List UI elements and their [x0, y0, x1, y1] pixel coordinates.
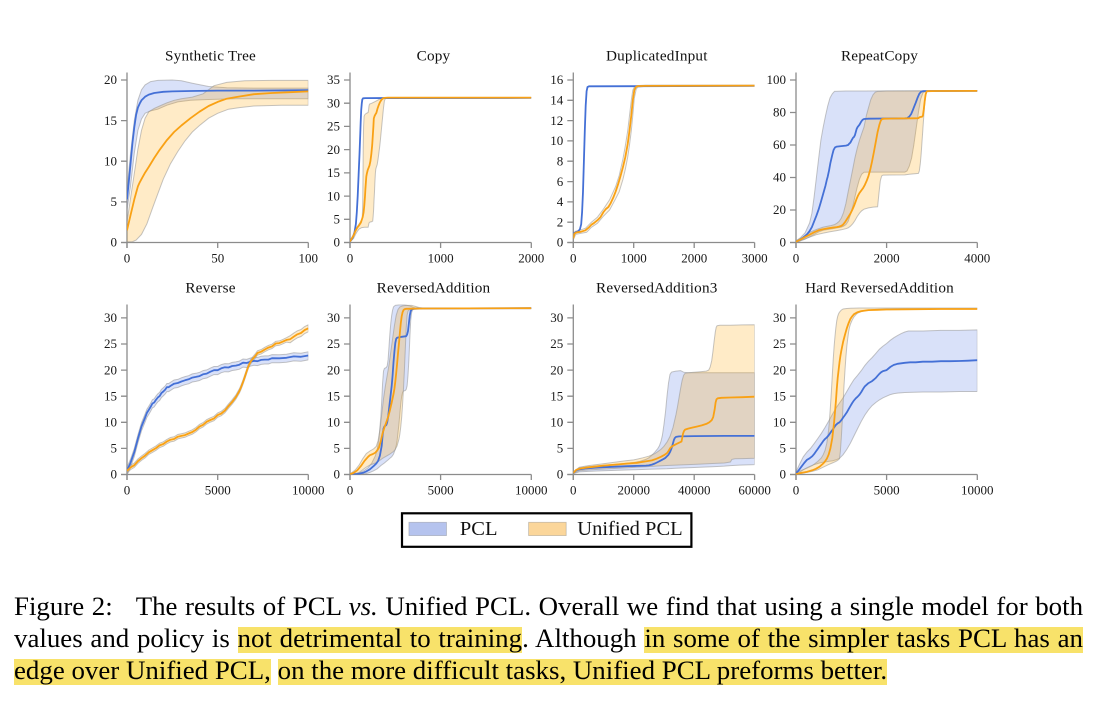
svg-text:2000: 2000 [874, 250, 900, 265]
svg-text:10: 10 [327, 415, 340, 430]
svg-text:30: 30 [550, 310, 563, 325]
svg-text:30: 30 [327, 95, 340, 110]
svg-text:0: 0 [793, 250, 800, 265]
svg-text:5: 5 [111, 441, 118, 456]
svg-text:1000: 1000 [621, 250, 647, 265]
svg-text:0: 0 [347, 250, 354, 265]
svg-text:20: 20 [773, 202, 786, 217]
svg-text:0: 0 [570, 250, 577, 265]
svg-text:5000: 5000 [428, 482, 454, 497]
svg-text:0: 0 [334, 467, 341, 482]
svg-text:10: 10 [327, 188, 340, 203]
svg-text:0: 0 [780, 467, 787, 482]
svg-text:0: 0 [570, 482, 577, 497]
svg-text:25: 25 [550, 336, 563, 351]
svg-text:Copy: Copy [417, 48, 451, 65]
svg-text:20: 20 [104, 72, 117, 87]
svg-text:12: 12 [550, 113, 563, 128]
svg-text:5000: 5000 [874, 482, 900, 497]
svg-text:100: 100 [767, 72, 787, 87]
svg-text:10000: 10000 [515, 482, 548, 497]
svg-text:0: 0 [124, 250, 131, 265]
svg-text:20: 20 [327, 362, 340, 377]
svg-text:0: 0 [557, 235, 564, 250]
svg-text:RepeatCopy: RepeatCopy [841, 48, 918, 65]
svg-text:20: 20 [104, 362, 117, 377]
svg-text:20: 20 [327, 142, 340, 157]
svg-text:40000: 40000 [678, 482, 711, 497]
svg-text:16: 16 [550, 72, 564, 87]
svg-text:15: 15 [104, 388, 117, 403]
svg-text:60000: 60000 [738, 482, 771, 497]
svg-text:0: 0 [124, 482, 131, 497]
svg-text:0: 0 [334, 235, 341, 250]
svg-text:1000: 1000 [428, 250, 454, 265]
svg-text:5: 5 [334, 212, 341, 227]
svg-text:2000: 2000 [518, 250, 544, 265]
svg-text:15: 15 [773, 388, 786, 403]
svg-text:20: 20 [550, 362, 563, 377]
svg-text:60: 60 [773, 137, 786, 152]
svg-text:Synthetic Tree: Synthetic Tree [165, 48, 256, 65]
svg-text:10000: 10000 [961, 482, 994, 497]
svg-text:10: 10 [550, 415, 563, 430]
svg-text:5: 5 [780, 441, 787, 456]
svg-text:5: 5 [557, 441, 564, 456]
svg-text:25: 25 [104, 336, 117, 351]
svg-text:0: 0 [780, 235, 787, 250]
svg-text:25: 25 [327, 119, 340, 134]
svg-text:14: 14 [550, 93, 564, 108]
svg-text:30: 30 [773, 310, 786, 325]
svg-text:3000: 3000 [742, 250, 768, 265]
svg-text:30: 30 [104, 310, 117, 325]
svg-text:15: 15 [104, 113, 117, 128]
svg-text:25: 25 [327, 336, 340, 351]
svg-text:15: 15 [327, 165, 340, 180]
svg-text:4000: 4000 [964, 250, 990, 265]
svg-text:PCL: PCL [460, 518, 498, 540]
svg-text:80: 80 [773, 105, 786, 120]
svg-text:30: 30 [327, 310, 340, 325]
svg-text:50: 50 [211, 250, 224, 265]
svg-text:10: 10 [550, 133, 563, 148]
svg-text:15: 15 [327, 388, 340, 403]
svg-text:35: 35 [327, 72, 340, 87]
svg-text:5000: 5000 [205, 482, 231, 497]
svg-text:Unified PCL: Unified PCL [577, 518, 682, 540]
svg-text:2: 2 [557, 214, 564, 229]
svg-text:0: 0 [111, 235, 118, 250]
svg-text:10000: 10000 [292, 482, 325, 497]
svg-text:100: 100 [299, 250, 319, 265]
svg-text:0: 0 [557, 467, 564, 482]
svg-text:6: 6 [557, 174, 564, 189]
svg-text:ReversedAddition3: ReversedAddition3 [596, 280, 718, 297]
svg-text:0: 0 [347, 482, 354, 497]
svg-text:5: 5 [111, 194, 118, 209]
svg-text:40: 40 [773, 170, 786, 185]
svg-text:20000: 20000 [617, 482, 650, 497]
svg-text:Reverse: Reverse [185, 280, 235, 297]
svg-text:10: 10 [104, 153, 117, 168]
svg-text:20: 20 [773, 362, 786, 377]
svg-text:2000: 2000 [681, 250, 707, 265]
svg-text:10: 10 [104, 415, 117, 430]
svg-text:8: 8 [557, 153, 564, 168]
svg-text:0: 0 [111, 467, 118, 482]
svg-text:DuplicatedInput: DuplicatedInput [606, 48, 708, 65]
svg-text:Hard ReversedAddition: Hard ReversedAddition [805, 280, 954, 297]
svg-text:5: 5 [334, 441, 341, 456]
svg-text:0: 0 [793, 482, 800, 497]
svg-text:10: 10 [773, 415, 786, 430]
svg-text:ReversedAddition: ReversedAddition [377, 280, 491, 297]
svg-text:4: 4 [557, 194, 564, 209]
svg-text:15: 15 [550, 388, 563, 403]
svg-text:25: 25 [773, 336, 786, 351]
